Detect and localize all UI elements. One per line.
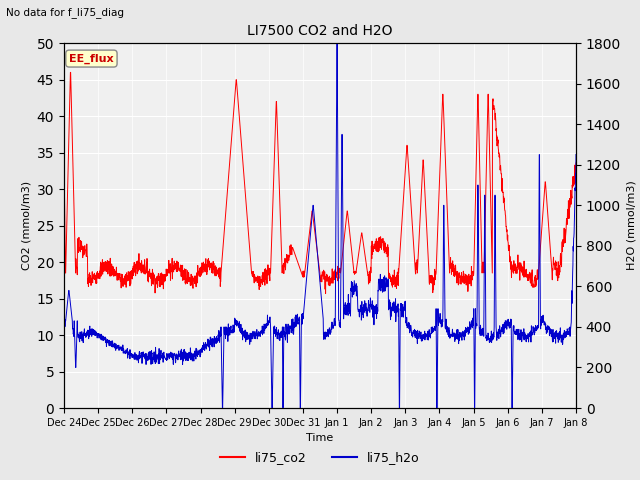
li75_h2o (60, 314, 68, 320)
li75_h2o (541, 324, 549, 329)
li75_co2 (572, 160, 580, 166)
li75_h2o (572, 152, 580, 157)
li75_h2o (203, 343, 211, 349)
li75_h2o (335, 317, 342, 323)
li75_co2 (469, 268, 477, 274)
Legend: li75_co2, li75_h2o: li75_co2, li75_h2o (215, 446, 425, 469)
Y-axis label: CO2 (mmol/m3): CO2 (mmol/m3) (21, 181, 31, 270)
li75_h2o (469, 315, 477, 321)
Y-axis label: H2O (mmol/m3): H2O (mmol/m3) (627, 181, 637, 270)
li75_co2 (527, 270, 535, 276)
li75_co2 (60, 150, 68, 156)
Line: li75_h2o: li75_h2o (64, 43, 576, 408)
li75_co2 (541, 179, 549, 185)
li75_h2o (219, 405, 227, 411)
X-axis label: Time: Time (307, 433, 333, 443)
li75_co2 (67, 70, 74, 75)
li75_co2 (322, 291, 330, 297)
Line: li75_co2: li75_co2 (64, 72, 576, 294)
li75_h2o (333, 40, 340, 46)
li75_h2o (527, 335, 535, 340)
li75_co2 (346, 232, 354, 238)
Text: No data for f_li75_diag: No data for f_li75_diag (6, 7, 124, 18)
li75_co2 (335, 276, 342, 281)
Title: LI7500 CO2 and H2O: LI7500 CO2 and H2O (247, 24, 393, 38)
li75_co2 (203, 271, 211, 277)
li75_h2o (346, 308, 354, 313)
Text: EE_flux: EE_flux (69, 53, 114, 64)
